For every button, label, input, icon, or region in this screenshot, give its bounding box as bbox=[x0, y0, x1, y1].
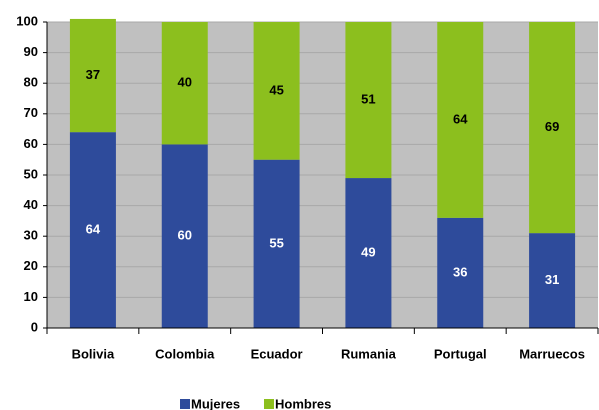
data-label: 64 bbox=[86, 222, 101, 237]
data-label: 36 bbox=[453, 264, 467, 279]
legend-swatch bbox=[180, 399, 190, 409]
y-tick-label: 80 bbox=[24, 75, 38, 90]
bar-segment bbox=[437, 217, 484, 328]
bar-segment bbox=[345, 178, 392, 328]
y-tick-label: 90 bbox=[24, 44, 38, 59]
data-label: 51 bbox=[361, 91, 375, 106]
x-tick-label: Marruecos bbox=[519, 346, 585, 361]
x-tick-label: Rumania bbox=[341, 346, 397, 361]
data-label: 55 bbox=[269, 235, 283, 250]
legend-swatch bbox=[264, 399, 274, 409]
bar-segment bbox=[161, 22, 208, 145]
x-tick-label: Portugal bbox=[434, 346, 487, 361]
bar-segment bbox=[69, 18, 116, 133]
x-tick-label: Bolivia bbox=[72, 346, 115, 361]
bar-segment bbox=[437, 22, 484, 218]
bar-segment bbox=[161, 144, 208, 328]
y-tick-label: 30 bbox=[24, 228, 38, 243]
data-label: 49 bbox=[361, 244, 375, 259]
data-label: 69 bbox=[545, 119, 559, 134]
x-tick-label: Ecuador bbox=[251, 346, 303, 361]
y-tick-label: 0 bbox=[31, 319, 38, 334]
legend-label: Mujeres bbox=[191, 396, 240, 410]
y-tick-label: 20 bbox=[24, 258, 38, 273]
bar-segment bbox=[253, 22, 300, 160]
y-tick-label: 50 bbox=[24, 166, 38, 181]
data-label: 31 bbox=[545, 272, 559, 287]
bar-segment bbox=[529, 22, 576, 234]
bar-segment bbox=[69, 132, 116, 328]
y-tick-label: 70 bbox=[24, 105, 38, 120]
data-label: 64 bbox=[453, 111, 468, 126]
y-tick-label: 40 bbox=[24, 197, 38, 212]
x-tick-label: Colombia bbox=[155, 346, 215, 361]
legend-label: Hombres bbox=[275, 396, 331, 410]
y-tick-label: 60 bbox=[24, 136, 38, 151]
data-label: 60 bbox=[178, 228, 192, 243]
bar-segment bbox=[253, 159, 300, 328]
bar-segment bbox=[345, 22, 392, 179]
data-label: 40 bbox=[178, 75, 192, 90]
bar-segment bbox=[529, 233, 576, 328]
y-tick-label: 100 bbox=[16, 13, 38, 28]
data-label: 45 bbox=[269, 82, 283, 97]
data-label: 37 bbox=[86, 67, 100, 82]
y-tick-label: 10 bbox=[24, 289, 38, 304]
